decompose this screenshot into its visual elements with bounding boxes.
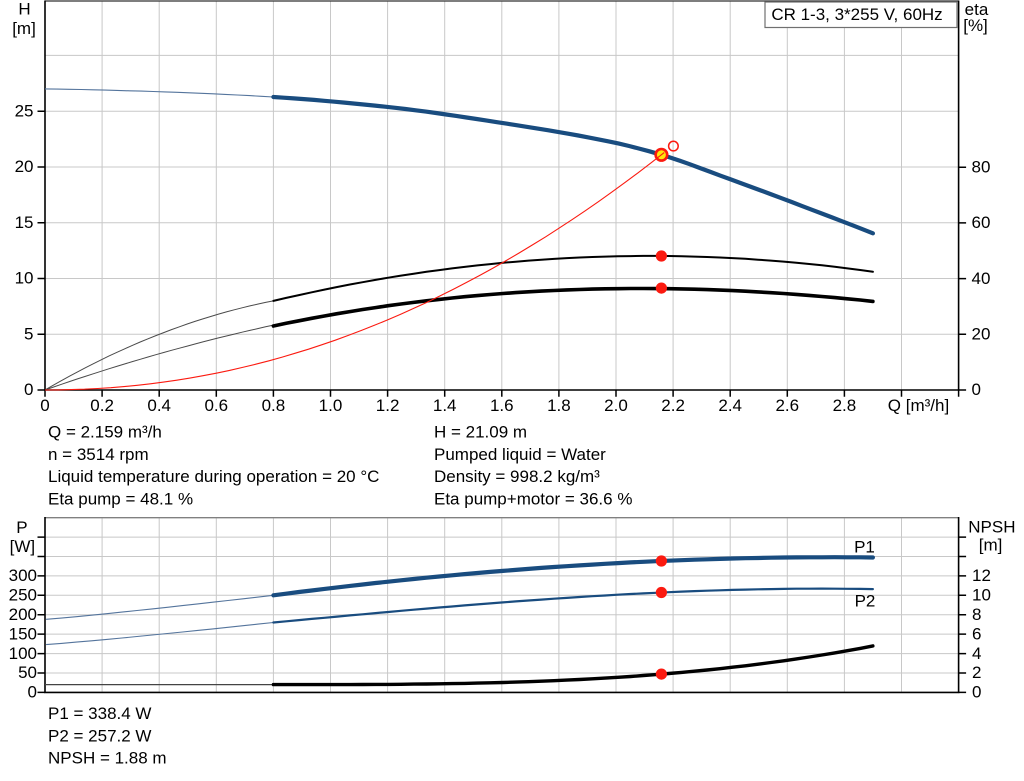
svg-text:100: 100 [9, 644, 37, 663]
svg-text:P2: P2 [855, 592, 876, 611]
svg-text:P1 = 338.4 W: P1 = 338.4 W [48, 704, 151, 723]
svg-text:n = 3514 rpm: n = 3514 rpm [48, 445, 149, 464]
svg-text:Eta pump = 48.1 %: Eta pump = 48.1 % [48, 489, 193, 508]
svg-text:NPSH = 1.88 m: NPSH = 1.88 m [48, 749, 167, 768]
svg-text:60: 60 [972, 213, 991, 232]
svg-text:H = 21.09 m: H = 21.09 m [434, 422, 527, 441]
svg-text:80: 80 [972, 157, 991, 176]
svg-text:12: 12 [972, 566, 991, 585]
svg-text:1.8: 1.8 [547, 396, 571, 415]
svg-text:Density = 998.2 kg/m³: Density = 998.2 kg/m³ [434, 467, 600, 486]
svg-text:2.6: 2.6 [775, 396, 799, 415]
svg-text:10: 10 [15, 269, 34, 288]
svg-text:0.8: 0.8 [262, 396, 286, 415]
svg-text:P1: P1 [854, 538, 875, 557]
svg-text:CR 1-3, 3*255 V, 60Hz: CR 1-3, 3*255 V, 60Hz [771, 5, 942, 24]
svg-text:NPSH: NPSH [968, 518, 1015, 537]
svg-text:6: 6 [972, 624, 981, 643]
svg-text:eta: eta [965, 0, 989, 19]
svg-text:0: 0 [24, 380, 33, 399]
svg-text:0: 0 [972, 683, 981, 702]
svg-text:200: 200 [9, 605, 37, 624]
svg-text:P: P [16, 518, 27, 537]
svg-text:0.2: 0.2 [90, 396, 114, 415]
svg-text:2.8: 2.8 [833, 396, 857, 415]
svg-text:0.6: 0.6 [204, 396, 228, 415]
svg-text:2: 2 [972, 663, 981, 682]
svg-text:8: 8 [972, 605, 981, 624]
svg-text:1.2: 1.2 [376, 396, 400, 415]
svg-text:5: 5 [24, 324, 33, 343]
svg-text:0: 0 [40, 396, 49, 415]
svg-text:50: 50 [18, 663, 37, 682]
svg-text:4: 4 [972, 644, 981, 663]
svg-text:0.4: 0.4 [147, 396, 171, 415]
svg-text:Q [m³/h]: Q [m³/h] [888, 396, 949, 415]
svg-text:10: 10 [972, 586, 991, 605]
svg-text:0: 0 [28, 683, 37, 702]
svg-text:2.2: 2.2 [661, 396, 685, 415]
svg-text:150: 150 [9, 624, 37, 643]
svg-text:Q = 2.159 m³/h: Q = 2.159 m³/h [48, 422, 162, 441]
svg-text:25: 25 [15, 101, 34, 120]
svg-text:[m]: [m] [979, 535, 1003, 554]
svg-text:Pumped liquid = Water: Pumped liquid = Water [434, 445, 606, 464]
svg-text:20: 20 [15, 157, 34, 176]
svg-text:1.0: 1.0 [319, 396, 343, 415]
svg-text:[%]: [%] [963, 16, 988, 35]
svg-text:20: 20 [972, 325, 991, 344]
svg-text:300: 300 [9, 566, 37, 585]
svg-text:0: 0 [972, 380, 981, 399]
svg-text:1.4: 1.4 [433, 396, 457, 415]
svg-text:40: 40 [972, 269, 991, 288]
svg-text:[W]: [W] [10, 537, 36, 556]
svg-text:15: 15 [15, 213, 34, 232]
svg-text:H: H [18, 0, 30, 18]
svg-text:250: 250 [9, 586, 37, 605]
svg-text:P2 = 257.2 W: P2 = 257.2 W [48, 726, 151, 745]
svg-text:2.0: 2.0 [604, 396, 628, 415]
svg-text:[m]: [m] [12, 19, 36, 38]
svg-text:Liquid temperature during oper: Liquid temperature during operation = 20… [48, 467, 379, 486]
svg-text:Eta pump+motor = 36.6 %: Eta pump+motor = 36.6 % [434, 489, 632, 508]
svg-text:1.6: 1.6 [490, 396, 514, 415]
svg-text:2.4: 2.4 [718, 396, 742, 415]
